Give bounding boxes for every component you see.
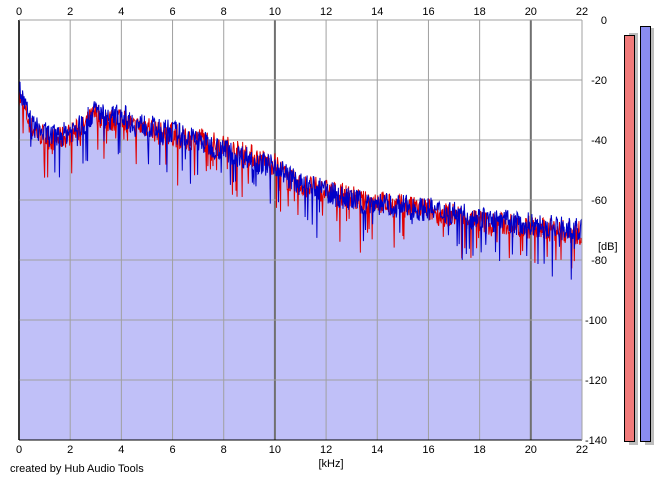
x-tick-label-bottom: 16 xyxy=(422,444,434,456)
x-tick-label-bottom: 6 xyxy=(169,444,175,456)
x-tick-label-bottom: 4 xyxy=(118,444,124,456)
x-tick-label-bottom: 0 xyxy=(16,444,22,456)
spectrum-area xyxy=(19,81,582,440)
x-tick-label-bottom: 22 xyxy=(576,444,588,456)
x-tick-label-top: 12 xyxy=(320,6,332,18)
x-tick-label-bottom: 8 xyxy=(221,444,227,456)
right-level-meter xyxy=(640,26,651,442)
y-tick-label: -80 xyxy=(591,255,607,267)
axes xyxy=(18,19,583,441)
y-tick-label: -100 xyxy=(585,315,607,327)
blue-series-line xyxy=(18,81,583,280)
x-tick-label-top: 14 xyxy=(371,6,383,18)
x-tick-label-bottom: 14 xyxy=(371,444,383,456)
x-tick-label-top: 6 xyxy=(169,6,175,18)
left-level-meter xyxy=(624,35,635,442)
x-tick-label-top: 0 xyxy=(16,6,22,18)
series-lines xyxy=(18,81,583,280)
y-axis-label: [dB] xyxy=(598,241,618,253)
y-tick-label: -40 xyxy=(591,135,607,147)
x-tick-label-top: 8 xyxy=(221,6,227,18)
spectrum-fill xyxy=(19,81,582,440)
y-tick-label: -60 xyxy=(591,195,607,207)
y-tick-label: -20 xyxy=(591,75,607,87)
x-tick-label-bottom: 12 xyxy=(320,444,332,456)
x-tick-label-top: 20 xyxy=(525,6,537,18)
x-tick-label-bottom: 20 xyxy=(525,444,537,456)
y-tick-label: -120 xyxy=(585,375,607,387)
tick-labels: 002244668810101212141416161818202022220-… xyxy=(16,6,607,456)
x-tick-label-top: 10 xyxy=(269,6,281,18)
x-axis-label: [kHz] xyxy=(318,458,343,470)
credit-text: created by Hub Audio Tools xyxy=(10,463,144,475)
x-tick-label-bottom: 2 xyxy=(67,444,73,456)
x-tick-label-bottom: 18 xyxy=(474,444,486,456)
x-tick-label-top: 2 xyxy=(67,6,73,18)
x-tick-label-top: 4 xyxy=(118,6,124,18)
y-tick-label: -140 xyxy=(585,435,607,447)
x-tick-label-top: 22 xyxy=(576,6,588,18)
x-tick-label-top: 18 xyxy=(474,6,486,18)
x-tick-label-top: 16 xyxy=(422,6,434,18)
y-tick-label: 0 xyxy=(601,15,607,27)
x-tick-label-bottom: 10 xyxy=(269,444,281,456)
